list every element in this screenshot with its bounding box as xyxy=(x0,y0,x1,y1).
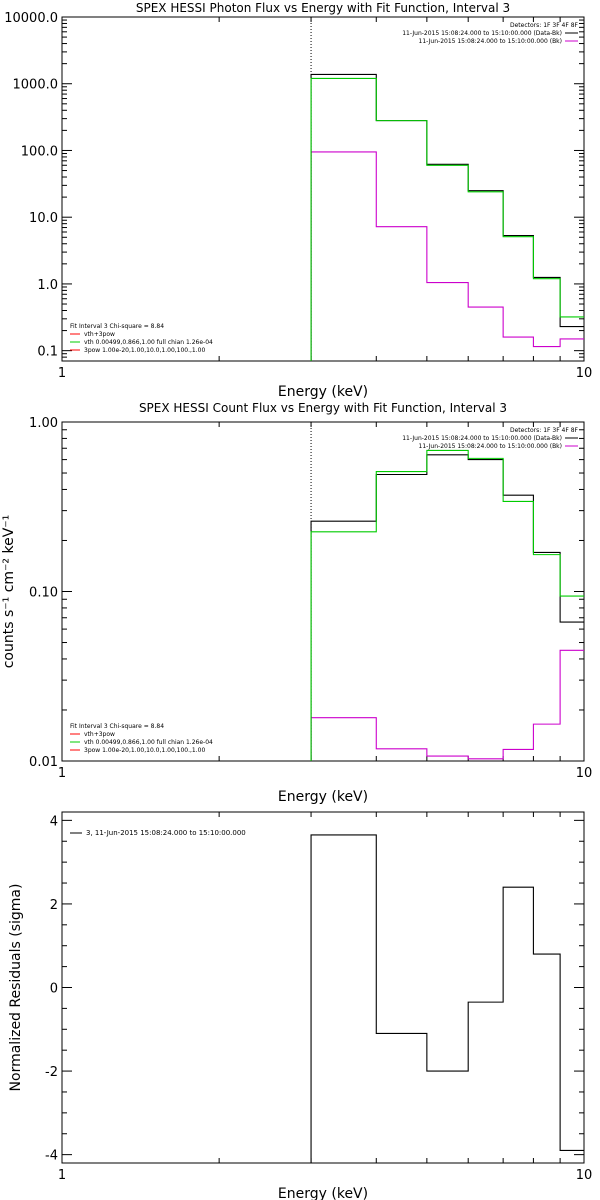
legend-entry-label: 3pow 1.00e-20,1.00,10.0,1.00,100.,1.00 xyxy=(84,347,205,354)
x-axis-label: Energy (keV) xyxy=(278,1186,368,1200)
y-tick-label: 1000.0 xyxy=(13,78,59,93)
legend-detectors: Detectors: 1F 3F 4F 8F xyxy=(510,22,579,29)
y-tick-label: 0 xyxy=(50,982,58,997)
plot-frame xyxy=(61,811,585,1164)
y-tick-label: 1.00 xyxy=(29,416,58,431)
legend-entry-label: 11-Jun-2015 15:08:24.000 to 15:10:00.000… xyxy=(402,435,562,442)
chart-title: SPEX HESSI Count Flux vs Energy with Fit… xyxy=(139,401,507,415)
y-tick-label: 0.10 xyxy=(29,586,58,601)
x-axis-label: Energy (keV) xyxy=(278,384,368,400)
series-data-step xyxy=(310,454,584,761)
x-tick-label: 1 xyxy=(58,766,66,781)
legend-detectors: Detectors: 1F 3F 4F 8F xyxy=(510,427,579,434)
legend-fit-title: Fit Interval 3 Chi-square = 8.84 xyxy=(70,723,164,730)
x-tick-label: 10 xyxy=(576,366,593,381)
series-bk-step xyxy=(310,151,584,361)
series-data-step xyxy=(310,73,584,361)
chart-3: 1 10 -4 -2 0 2 4 Energy (keV) Normalized Residua… xyxy=(8,811,593,1200)
legend-fit-title: Fit Interval 3 Chi-square = 8.84 xyxy=(70,323,164,330)
y-tick-label: -4 xyxy=(45,1149,58,1164)
y-tick-label: 4 xyxy=(50,814,58,829)
x-tick-label: 10 xyxy=(576,766,593,781)
plot-frame xyxy=(61,421,585,762)
y-tick-label: 10000.0 xyxy=(4,11,58,26)
legend-entry-label: 3pow 1.00e-20,1.00,10.0,1.00,100.,1.00 xyxy=(84,747,205,754)
x-tick-label: 1 xyxy=(58,1168,66,1183)
x-axis-label: Energy (keV) xyxy=(278,789,368,805)
legend-entry-label: 11-Jun-2015 15:08:24.000 to 15:10:00.000… xyxy=(402,30,562,37)
y-tick-label: -2 xyxy=(45,1065,58,1080)
legend-entry-label: 3, 11-Jun-2015 15:08:24.000 to 15:10:00.… xyxy=(86,829,246,837)
legend-entry-label: vth 0.00499,0.866,1.00 full chian 1.26e-… xyxy=(84,339,213,346)
series-vth-step xyxy=(310,449,584,761)
y-axis-label: Normalized Residuals (sigma) xyxy=(8,884,24,1092)
x-tick-label: 1 xyxy=(58,366,66,381)
legend-entry-label: vth+3pow xyxy=(84,731,115,738)
y-tick-label: 1.0 xyxy=(37,278,58,293)
series-residuals-step xyxy=(310,834,584,1163)
y-tick-label: 0.1 xyxy=(37,345,58,360)
legend-entry-label: vth+3pow xyxy=(84,331,115,338)
chart-2: SPEX HESSI Count Flux vs Energy with Fit… xyxy=(1,401,592,805)
series-bk-step xyxy=(310,649,584,761)
y-tick-label: 100.0 xyxy=(21,144,58,159)
chart-1: SPEX HESSI Photon Flux vs Energy with Fi… xyxy=(4,1,592,400)
legend-entry-label: 11-Jun-2015 15:08:24.000 to 15:10:00.000… xyxy=(419,38,562,45)
legend-entry-label: vth 0.00499,0.866,1.00 full chian 1.26e-… xyxy=(84,739,213,746)
y-tick-label: 0.01 xyxy=(29,755,58,770)
legend-entry-label: 11-Jun-2015 15:08:24.000 to 15:10:00.000… xyxy=(419,443,562,450)
y-tick-label: 2 xyxy=(50,898,58,913)
x-tick-label: 10 xyxy=(576,1168,593,1183)
y-axis-label: counts s⁻¹ cm⁻² keV⁻¹ xyxy=(1,515,17,669)
y-tick-label: 10.0 xyxy=(29,211,58,226)
chart-title: SPEX HESSI Photon Flux vs Energy with Fi… xyxy=(136,1,510,15)
series-vth-step xyxy=(310,77,584,361)
plot-frame xyxy=(61,16,585,362)
